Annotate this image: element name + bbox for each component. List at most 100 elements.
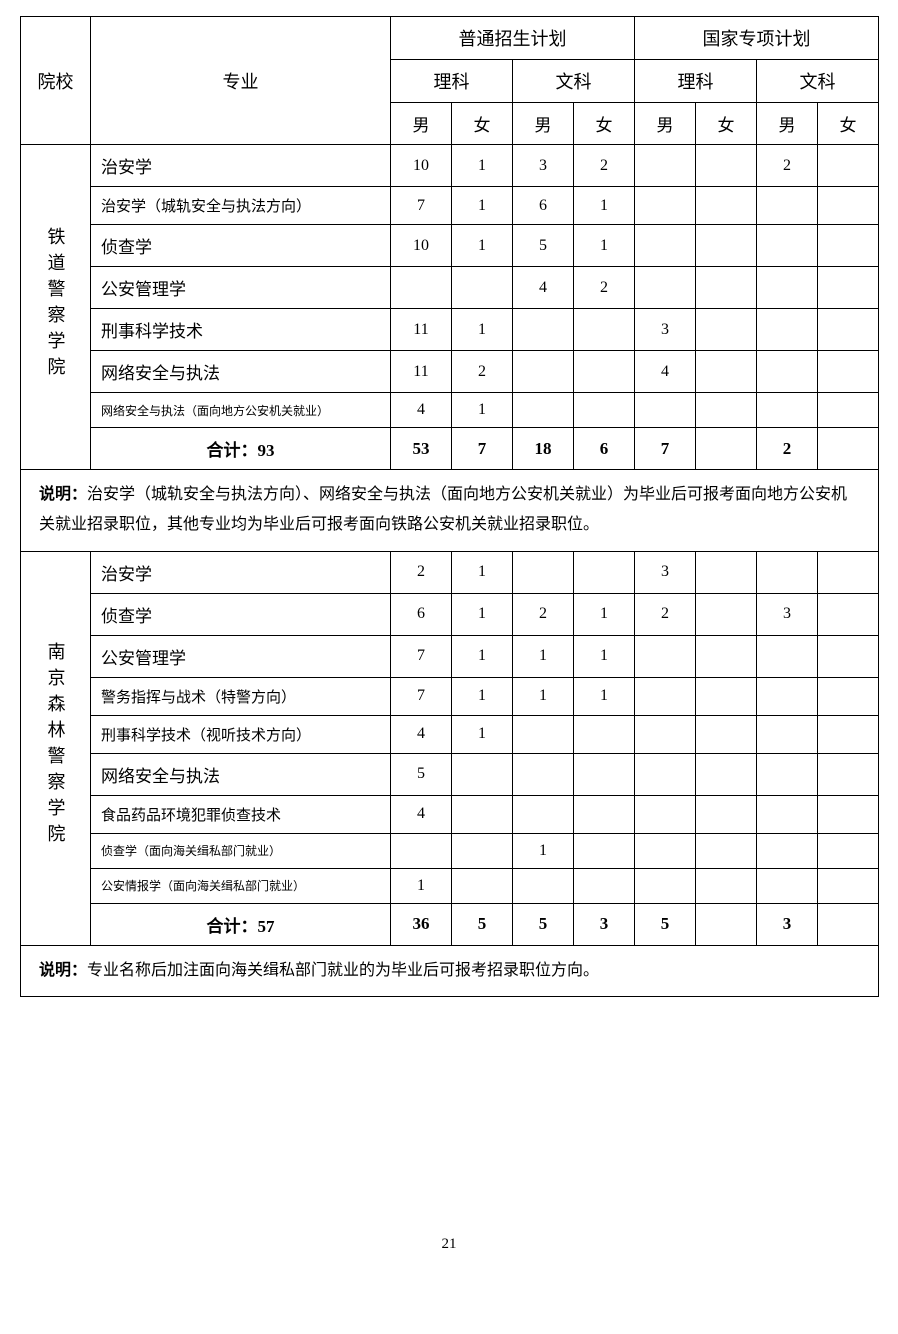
value-cell: 1 [452,225,513,267]
value-cell: 1 [574,187,635,225]
total-value: 5 [635,903,696,945]
value-cell: 1 [391,868,452,903]
value-cell [696,309,757,351]
value-cell [574,309,635,351]
value-cell: 2 [757,145,818,187]
value-cell: 11 [391,309,452,351]
value-cell [574,351,635,393]
total-value: 7 [452,428,513,470]
value-cell [635,868,696,903]
value-cell: 10 [391,225,452,267]
value-cell: 2 [635,593,696,635]
value-cell: 3 [635,551,696,593]
value-cell [696,833,757,868]
header-male: 男 [391,103,452,145]
header-plan-general: 普通招生计划 [391,17,635,60]
header-male: 男 [513,103,574,145]
value-cell [696,635,757,677]
value-cell: 4 [391,715,452,753]
header-arts: 文科 [757,60,879,103]
value-cell [696,393,757,428]
value-cell: 1 [452,309,513,351]
value-cell [757,868,818,903]
value-cell [513,795,574,833]
table-body: 铁道警察学院治安学101322治安学（城轨安全与执法方向）7161侦查学1015… [21,145,879,997]
value-cell [696,267,757,309]
total-value [818,903,879,945]
value-cell [391,267,452,309]
value-cell [513,868,574,903]
value-cell: 3 [757,593,818,635]
value-cell [635,833,696,868]
value-cell: 7 [391,635,452,677]
total-value: 6 [574,428,635,470]
value-cell [818,187,879,225]
value-cell: 6 [513,187,574,225]
value-cell: 6 [391,593,452,635]
major-cell: 侦查学（面向海关缉私部门就业） [91,833,391,868]
header-plan-national: 国家专项计划 [635,17,879,60]
major-cell: 警务指挥与战术（特警方向） [91,677,391,715]
value-cell: 1 [452,393,513,428]
table-row: 网络安全与执法1124 [21,351,879,393]
value-cell [574,715,635,753]
value-cell: 2 [391,551,452,593]
major-cell: 治安学（城轨安全与执法方向） [91,187,391,225]
table-row: 刑事科学技术1113 [21,309,879,351]
value-cell [757,677,818,715]
total-value: 7 [635,428,696,470]
value-cell [696,551,757,593]
value-cell [574,795,635,833]
value-cell [574,868,635,903]
value-cell: 2 [574,145,635,187]
table-row: 网络安全与执法5 [21,753,879,795]
note-label: 说明： [39,962,87,979]
value-cell [818,635,879,677]
major-cell: 侦查学 [91,593,391,635]
table-row: 治安学（城轨安全与执法方向）7161 [21,187,879,225]
page-number: 21 [20,1236,878,1253]
total-label: 合计：93 [91,428,391,470]
total-value: 36 [391,903,452,945]
value-cell: 4 [391,795,452,833]
value-cell [757,351,818,393]
value-cell [757,635,818,677]
major-cell: 公安管理学 [91,267,391,309]
value-cell [513,351,574,393]
school-name-cell: 南京森林警察学院 [21,551,91,945]
note-cell: 说明：专业名称后加注面向海关缉私部门就业的为毕业后可报考招录职位方向。 [21,945,879,996]
header-female: 女 [452,103,513,145]
value-cell: 2 [452,351,513,393]
school-name-cell: 铁道警察学院 [21,145,91,470]
major-cell: 治安学 [91,145,391,187]
value-cell: 1 [574,225,635,267]
value-cell [818,715,879,753]
table-row: 南京森林警察学院治安学213 [21,551,879,593]
value-cell: 1 [452,715,513,753]
header-female: 女 [818,103,879,145]
note-row: 说明：治安学（城轨安全与执法方向）、网络安全与执法（面向地方公安机关就业）为毕业… [21,470,879,552]
value-cell [635,225,696,267]
note-cell: 说明：治安学（城轨安全与执法方向）、网络安全与执法（面向地方公安机关就业）为毕业… [21,470,879,552]
value-cell [696,753,757,795]
value-cell [574,833,635,868]
value-cell [818,753,879,795]
value-cell [757,309,818,351]
value-cell: 1 [574,593,635,635]
table-row: 公安情报学（面向海关缉私部门就业）1 [21,868,879,903]
total-label: 合计：57 [91,903,391,945]
value-cell: 1 [574,635,635,677]
value-cell: 1 [513,635,574,677]
header-science: 理科 [391,60,513,103]
value-cell [696,715,757,753]
major-cell: 网络安全与执法（面向地方公安机关就业） [91,393,391,428]
major-cell: 网络安全与执法 [91,753,391,795]
value-cell: 10 [391,145,452,187]
major-cell: 刑事科学技术 [91,309,391,351]
value-cell [635,393,696,428]
value-cell: 7 [391,187,452,225]
value-cell [513,551,574,593]
value-cell: 1 [452,551,513,593]
value-cell: 4 [391,393,452,428]
value-cell [635,635,696,677]
